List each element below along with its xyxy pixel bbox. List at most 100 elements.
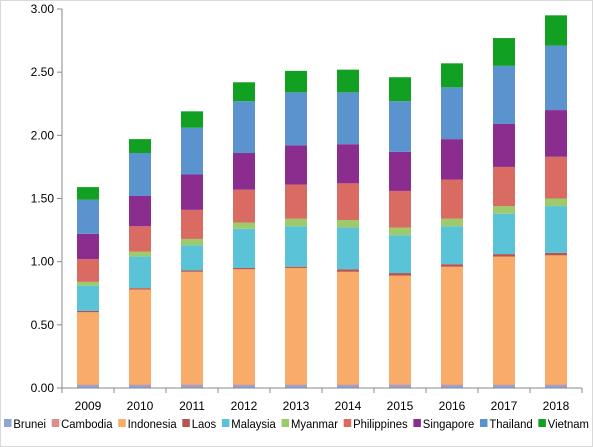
bar-segment-singapore-2016 <box>441 139 463 180</box>
bar-segment-indonesia-2009 <box>77 312 99 385</box>
bar-segment-myanmar-2014 <box>337 219 359 228</box>
bar-segment-philippines-2018 <box>545 156 567 199</box>
legend: Brunei Cambodia Indonesia Laos Malaysia Myanm… <box>4 418 589 431</box>
bar-segment-indonesia-2017 <box>493 256 515 385</box>
x-tick-label: 2010 <box>127 399 154 413</box>
bar-segment-myanmar-2010 <box>129 251 151 257</box>
bar-segment-brunei-2017 <box>493 385 515 388</box>
legend-swatch <box>413 419 421 427</box>
bar-segment-thailand-2012 <box>233 101 255 154</box>
bar-segment-malaysia-2009 <box>77 285 99 311</box>
bar-segment-vietnam-2014 <box>337 69 359 93</box>
bar-segment-brunei-2010 <box>129 385 151 388</box>
bar-segment-laos-2014 <box>337 269 359 272</box>
x-axis: 2009 2010 2011 2012 2013 2014 2015 2016 2017 2018 <box>61 387 583 413</box>
bar-segment-malaysia-2012 <box>233 228 255 268</box>
bar-segment-malaysia-2014 <box>337 227 359 270</box>
x-tick-label: 2009 <box>75 399 102 413</box>
bar-segment-brunei-2016 <box>441 385 463 388</box>
legend-label: Brunei <box>13 418 46 431</box>
bar-segment-singapore-2011 <box>181 174 203 210</box>
legend-item-laos: Laos <box>182 418 216 431</box>
bar-segment-thailand-2016 <box>441 87 463 140</box>
legend-swatch <box>221 419 230 427</box>
bar-segment-singapore-2009 <box>77 233 99 260</box>
bar-segment-vietnam-2010 <box>129 139 151 154</box>
bar-segment-singapore-2017 <box>493 123 515 167</box>
legend-swatch <box>182 419 190 427</box>
legend-label: Laos <box>192 418 217 431</box>
bar-segment-philippines-2013 <box>285 184 307 219</box>
bar-segment-malaysia-2015 <box>389 235 411 274</box>
bar-segment-myanmar-2011 <box>181 238 203 246</box>
bar-segment-cambodia-2009 <box>77 384 99 386</box>
legend-item-malaysia: Malaysia <box>221 418 276 431</box>
legend-swatch <box>343 419 352 427</box>
x-tick-label: 2013 <box>283 399 310 413</box>
bar-segment-thailand-2015 <box>389 101 411 152</box>
y-tick-label: 3.00 <box>31 2 55 16</box>
bar-segment-indonesia-2011 <box>181 271 203 385</box>
bar-segment-thailand-2011 <box>181 127 203 175</box>
bar-segment-thailand-2017 <box>493 65 515 124</box>
x-tick-label: 2014 <box>335 399 362 413</box>
bar-segment-vietnam-2018 <box>545 15 567 46</box>
legend-label: Myanmar <box>291 418 338 431</box>
bar-segment-thailand-2013 <box>285 92 307 146</box>
bar-segment-laos-2015 <box>389 273 411 276</box>
bar-segment-vietnam-2015 <box>389 77 411 102</box>
bar-segment-brunei-2013 <box>285 385 307 388</box>
bar-segment-laos-2017 <box>493 254 515 257</box>
bar-segment-singapore-2018 <box>545 110 567 157</box>
bar-segment-myanmar-2009 <box>77 281 99 286</box>
legend-label: Philippines <box>353 418 408 431</box>
bar-segment-cambodia-2013 <box>285 384 307 386</box>
bar-segment-indonesia-2014 <box>337 271 359 385</box>
bar-segment-brunei-2014 <box>337 385 359 388</box>
legend-label: Thailand <box>489 418 532 431</box>
legend-swatch <box>51 419 60 427</box>
y-tick-label: 0.00 <box>31 381 55 395</box>
bar-segment-philippines-2015 <box>389 190 411 228</box>
bar-segment-philippines-2017 <box>493 166 515 207</box>
bar-segment-philippines-2010 <box>129 226 151 252</box>
bar-segment-malaysia-2017 <box>493 213 515 255</box>
bar-segment-myanmar-2015 <box>389 227 411 236</box>
bar-segment-singapore-2010 <box>129 195 151 227</box>
bar-segment-thailand-2010 <box>129 153 151 196</box>
legend-item-philippines: Philippines <box>343 418 408 431</box>
bar-segment-malaysia-2010 <box>129 256 151 289</box>
bar-segment-indonesia-2013 <box>285 267 307 385</box>
bar-segment-malaysia-2013 <box>285 226 307 267</box>
legend-swatch <box>118 419 126 427</box>
legend-swatch <box>281 419 290 427</box>
bar-segment-laos-2011 <box>181 270 203 272</box>
x-tick-label: 2017 <box>491 399 518 413</box>
bar-segment-myanmar-2016 <box>441 218 463 227</box>
bar-segment-indonesia-2012 <box>233 269 255 385</box>
legend-label: Cambodia <box>61 418 113 431</box>
bar-segment-brunei-2009 <box>77 385 99 388</box>
legend-item-singapore: Singapore <box>413 418 474 431</box>
x-tick-label: 2011 <box>179 399 205 413</box>
bar-segment-philippines-2012 <box>233 189 255 223</box>
legend-label: Indonesia <box>128 418 177 431</box>
bar-segment-brunei-2018 <box>545 385 567 388</box>
legend-label: Vietnam <box>548 418 589 431</box>
bar-segment-vietnam-2012 <box>233 82 255 102</box>
y-tick-label: 2.00 <box>31 128 55 142</box>
bar-segment-myanmar-2012 <box>233 222 255 229</box>
bar-segment-indonesia-2018 <box>545 255 567 385</box>
bar-segment-cambodia-2012 <box>233 384 255 386</box>
y-tick-label: 2.50 <box>31 65 55 79</box>
bar-segment-thailand-2018 <box>545 45 567 111</box>
bar-segment-vietnam-2017 <box>493 38 515 66</box>
bar-segment-philippines-2009 <box>77 259 99 282</box>
bar-segment-cambodia-2017 <box>493 384 515 386</box>
bar-segment-thailand-2009 <box>77 199 99 234</box>
bar-segment-philippines-2011 <box>181 209 203 239</box>
legend-label: Malaysia <box>231 418 276 431</box>
bar-segment-laos-2018 <box>545 252 567 256</box>
x-tick-label: 2012 <box>231 399 258 413</box>
x-tick-label: 2015 <box>387 399 414 413</box>
